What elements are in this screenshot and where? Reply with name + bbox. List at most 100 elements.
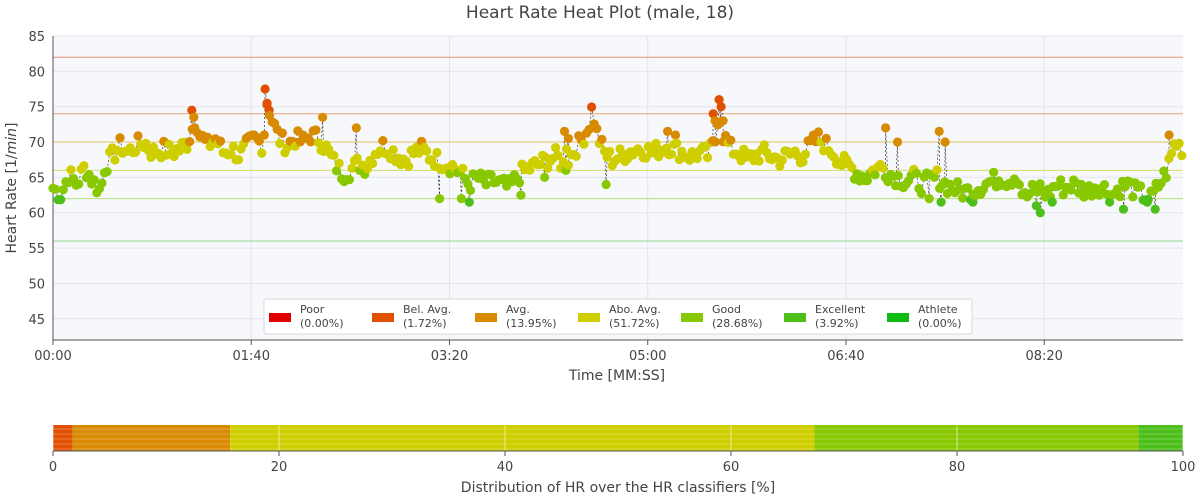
data-point	[79, 161, 89, 171]
y-tick-label: 70	[28, 136, 45, 151]
data-point	[716, 102, 726, 112]
data-point	[1136, 181, 1146, 191]
data-point	[870, 170, 880, 180]
data-point	[102, 167, 112, 177]
data-point	[378, 136, 388, 146]
data-point	[929, 172, 940, 182]
legend-swatch	[372, 313, 394, 322]
data-point	[89, 175, 99, 185]
distribution-segment	[72, 425, 231, 451]
data-point	[185, 137, 195, 147]
data-point	[963, 183, 973, 193]
data-point	[97, 178, 107, 188]
data-point	[368, 158, 378, 169]
data-point	[334, 158, 344, 168]
distribution-tick-label: 0	[49, 460, 57, 475]
data-point	[989, 167, 999, 177]
data-point	[51, 184, 61, 194]
data-point	[563, 133, 574, 144]
data-point	[934, 126, 944, 136]
data-point	[262, 98, 272, 108]
distribution-tick-label: 20	[271, 460, 288, 475]
data-point	[525, 165, 535, 175]
data-point	[540, 172, 550, 182]
data-point	[311, 125, 321, 135]
data-point	[754, 156, 764, 166]
data-point	[313, 138, 324, 148]
data-point	[708, 109, 718, 119]
data-point	[56, 195, 66, 205]
data-point	[551, 143, 561, 153]
legend-swatch	[578, 313, 600, 322]
legend-label: Good	[712, 303, 741, 316]
x-tick-label: 00:00	[34, 349, 71, 364]
data-point	[597, 134, 607, 144]
data-point	[710, 137, 720, 147]
data-point	[703, 153, 713, 163]
data-point	[481, 180, 491, 190]
data-point	[234, 155, 244, 165]
data-point	[1112, 184, 1122, 194]
legend-percent: (51.72%)	[609, 317, 660, 330]
data-point	[388, 145, 398, 155]
data-point	[182, 144, 192, 154]
data-point	[1177, 151, 1187, 161]
data-point	[464, 197, 474, 207]
y-tick-label: 65	[28, 171, 45, 186]
data-point	[940, 137, 950, 147]
data-point	[911, 168, 922, 178]
data-point	[1047, 197, 1057, 207]
data-point	[306, 137, 316, 147]
data-point	[228, 141, 238, 151]
data-point	[1058, 190, 1068, 200]
data-point	[714, 95, 724, 105]
data-point	[759, 140, 769, 150]
legend-label: Excellent	[815, 303, 866, 316]
legend-box	[263, 298, 973, 335]
distribution-tick-label: 100	[1171, 460, 1196, 475]
data-point	[1164, 130, 1174, 140]
data-point	[1166, 148, 1177, 158]
legend-percent: (13.95%)	[506, 317, 557, 330]
data-point	[486, 170, 496, 180]
distribution-segment	[53, 425, 73, 451]
main-plot: 45 50 55 60 65 70 75 80 85 00:00 01:40 03:20 05:00 06…	[28, 30, 1187, 364]
data-point	[953, 177, 963, 187]
data-point	[821, 133, 831, 143]
data-point	[924, 194, 934, 204]
data-point	[435, 194, 445, 204]
legend-percent: (0.00%)	[300, 317, 344, 330]
data-point	[331, 166, 342, 176]
data-point	[422, 146, 432, 156]
y-tick-label: 80	[28, 65, 45, 80]
data-point	[587, 102, 597, 112]
data-point	[958, 193, 968, 203]
data-point	[115, 133, 125, 143]
data-point	[1094, 190, 1104, 200]
legend-swatch	[681, 313, 703, 322]
data-point	[141, 138, 151, 148]
data-point	[414, 148, 424, 158]
data-point	[1118, 204, 1129, 214]
data-point	[601, 179, 611, 190]
distribution-bar: 0 20 40 60 80 100	[49, 425, 1196, 475]
legend-percent: (3.92%)	[815, 317, 859, 330]
data-point	[1143, 194, 1153, 204]
data-point	[1105, 197, 1115, 207]
data-point	[1056, 175, 1066, 185]
data-point	[670, 130, 681, 140]
data-point	[800, 149, 811, 159]
data-point	[133, 131, 143, 141]
chart-title: Heart Rate Heat Plot (male, 18)	[466, 3, 734, 23]
data-point	[1115, 192, 1125, 202]
data-point	[813, 127, 824, 137]
data-point	[777, 155, 787, 165]
data-point	[1031, 201, 1041, 211]
data-point	[174, 146, 184, 156]
y-axis-label: Heart Rate [1/min]	[4, 123, 20, 254]
x-tick-label: 06:40	[827, 349, 864, 364]
data-point	[579, 139, 589, 149]
data-point	[260, 84, 270, 94]
y-tick-label: 45	[28, 313, 45, 328]
data-point	[1128, 192, 1138, 202]
